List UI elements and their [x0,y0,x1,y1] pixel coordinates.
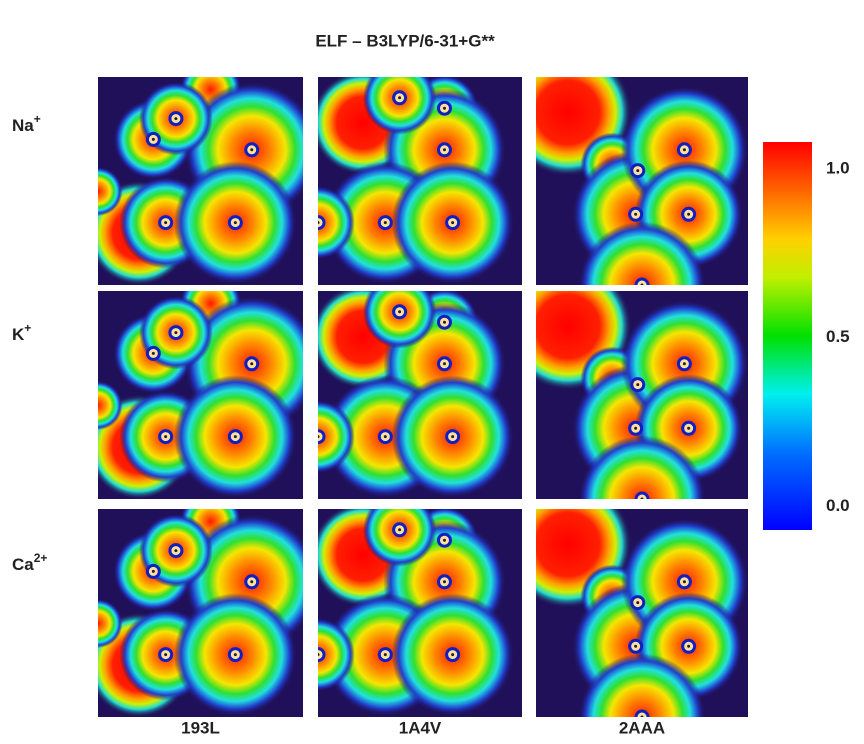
row-label: K+ [12,321,31,344]
nucleus [152,138,155,141]
nucleus [443,539,446,542]
nucleus [443,107,446,110]
nucleus [317,435,320,438]
row-label-sup: 2+ [34,551,48,565]
column-label: 1A4V [399,718,442,737]
nucleus [687,213,690,216]
colorbar-tick-label: 0.0 [826,496,850,515]
nucleus [317,221,320,224]
elf-panel [73,491,319,718]
nucleus [384,435,387,438]
row-label-base: Ca [12,555,34,574]
figure-title: ELF – B3LYP/6-31+G** [315,31,495,50]
elf-panel [281,493,522,717]
elf-panel [281,275,522,499]
nucleus [451,221,454,224]
row-label-sup: + [34,112,41,126]
nucleus [164,653,167,656]
nucleus [174,331,177,334]
elf-panel [73,273,319,500]
nucleus [443,580,446,583]
nucleus [451,435,454,438]
nucleus [634,213,637,216]
nucleus [384,653,387,656]
nucleus [234,221,237,224]
nucleus [636,383,639,386]
nucleus [443,148,446,151]
nucleus [683,580,686,583]
column-label: 193L [181,718,220,737]
elf-panel [73,59,319,286]
nucleus [451,653,454,656]
elf-panel [281,61,522,285]
row-label: Na+ [12,112,41,135]
nucleus [683,362,686,365]
figure: ELF – B3LYP/6-31+G** 193L1A4V2AAANa+K+Ca… [0,0,864,739]
nucleus [443,321,446,324]
colorbar [763,142,812,530]
nucleus [384,221,387,224]
nucleus [234,435,237,438]
nucleus [398,310,401,313]
nucleus [687,427,690,430]
nucleus [250,580,253,583]
nucleus [250,362,253,365]
elf-basin [73,599,122,648]
nucleus [317,653,320,656]
nucleus [398,528,401,531]
nucleus [174,549,177,552]
elf-basin [73,167,122,216]
nucleus [250,148,253,151]
nucleus [174,117,177,120]
nucleus [634,645,637,648]
nucleus [636,169,639,172]
nucleus [641,498,644,501]
row-label-base: K [12,325,25,344]
column-label: 2AAA [619,718,665,737]
nucleus [636,601,639,604]
row-label-sup: + [24,321,31,335]
row-label: Ca2+ [12,551,47,574]
nucleus [687,645,690,648]
nucleus [443,362,446,365]
row-label-base: Na [12,116,34,135]
colorbar-tick-label: 1.0 [826,158,850,177]
nucleus [634,427,637,430]
nucleus [683,148,686,151]
nucleus [164,221,167,224]
nucleus [641,284,644,287]
nucleus [152,570,155,573]
nucleus [152,352,155,355]
elf-basin [73,381,122,430]
colorbar-tick-label: 0.5 [826,327,850,346]
nucleus [398,96,401,99]
nucleus [234,653,237,656]
nucleus [164,435,167,438]
elf-panel [504,481,748,739]
panels [73,49,748,739]
